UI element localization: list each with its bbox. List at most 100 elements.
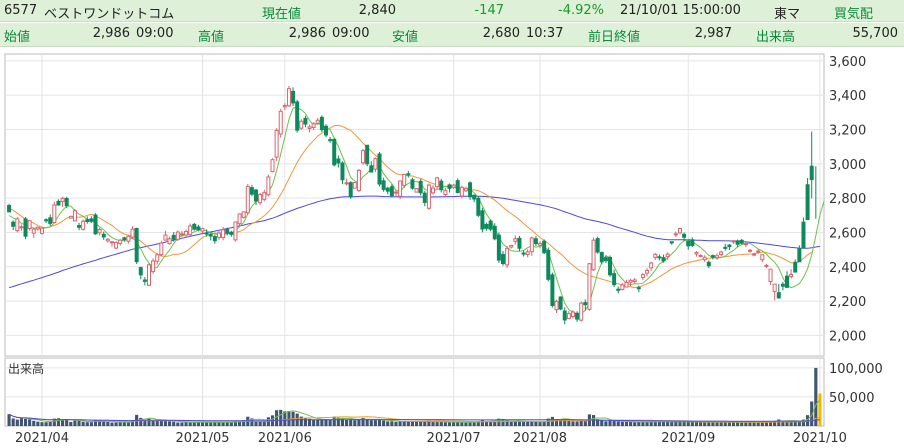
candle [122,236,127,242]
open-value: 2,986 [92,26,130,41]
candle [299,118,304,130]
candle-body [109,241,114,244]
volume-bar [279,409,283,426]
volume-bar [567,420,571,426]
candle-body [60,197,65,203]
volume-bar [349,419,353,426]
candle-body [776,292,781,299]
candle [431,185,436,195]
open-label: 始値 [4,30,31,45]
candle-body [459,186,464,197]
x-tick-label: 2021/04 [15,431,69,446]
candle-body [93,214,98,235]
candle [752,252,757,257]
candle-body [624,282,629,288]
candle-body [542,240,547,254]
volume-bar [571,421,575,426]
volume-bar [110,422,114,426]
candle [657,254,662,261]
candle-body [673,233,678,236]
candle-body [241,211,246,218]
candle-body [31,228,36,234]
high-value: 2,986 [288,26,326,41]
candle-body [369,165,374,173]
volume-bar [89,422,93,426]
candle [402,173,407,189]
x-tick-label: 2021/06 [258,431,312,446]
candle-body [114,241,119,249]
volume-bar [719,422,723,426]
volume-bar [361,417,365,426]
candle-body [155,254,160,262]
candle [126,234,131,244]
candle-body [200,228,205,232]
candle [599,251,604,265]
candle [603,255,608,263]
candle-body [710,255,715,258]
candle [361,148,366,165]
candle [570,310,575,319]
current-price-label: 現在値 [262,7,302,22]
candle [500,250,505,266]
volume-bar [468,422,472,426]
volume-bar [44,422,48,426]
candle-body [225,229,230,234]
volume-bar [694,422,699,426]
candle [443,188,448,198]
y-tick-label: 2,200 [829,295,866,310]
volume-bar [312,419,316,426]
y-tick-label: 3,600 [829,55,866,70]
stock-name: ベストワンドットコム [44,7,175,22]
candle-body [204,232,209,235]
quote-board-link[interactable]: 買気配 [834,7,874,22]
candle-body [554,300,559,311]
volume-bar [390,421,394,426]
volume-bar [209,422,213,426]
candle-body [130,228,135,238]
candle-body [768,268,773,283]
volume-bar [237,420,242,426]
volume-bar [501,418,505,426]
candle-body [171,234,176,240]
volume-panel-label: 出来高 [8,361,44,376]
candle [31,227,36,238]
volume-bar [480,420,484,426]
volume-bar [369,420,373,426]
candle [459,185,464,199]
candle [756,248,761,254]
candle-body [167,238,172,245]
candle [258,192,263,206]
volume-bar [287,411,291,426]
candle-body [809,165,814,181]
candle-body [377,153,382,185]
candle-body [151,260,156,273]
candle [645,268,650,277]
candle [249,185,254,197]
current-price-value: 2,840 [358,3,396,18]
candle [7,203,12,213]
candle-body [690,239,695,246]
candle-body [39,227,44,234]
volume-bar [336,417,340,426]
candle [690,237,695,248]
candle-body [270,159,275,173]
volume-bar [180,422,184,426]
volume-bar [155,420,159,426]
volume-bar [431,421,435,426]
candle-body [772,283,777,292]
volume-bar [15,419,19,426]
candle [715,253,720,260]
x-tick-label: 2021/08 [513,431,567,446]
candle [422,190,427,207]
volume-bar [781,420,785,426]
candle-body [682,233,687,238]
candle-body [583,302,588,306]
candle [35,226,40,231]
volume-bar [509,421,513,426]
candle-body [274,130,279,158]
price-panel [4,53,825,357]
candle-body [645,270,650,274]
candle-body [780,283,785,287]
candle [435,176,440,190]
candle [455,178,460,194]
